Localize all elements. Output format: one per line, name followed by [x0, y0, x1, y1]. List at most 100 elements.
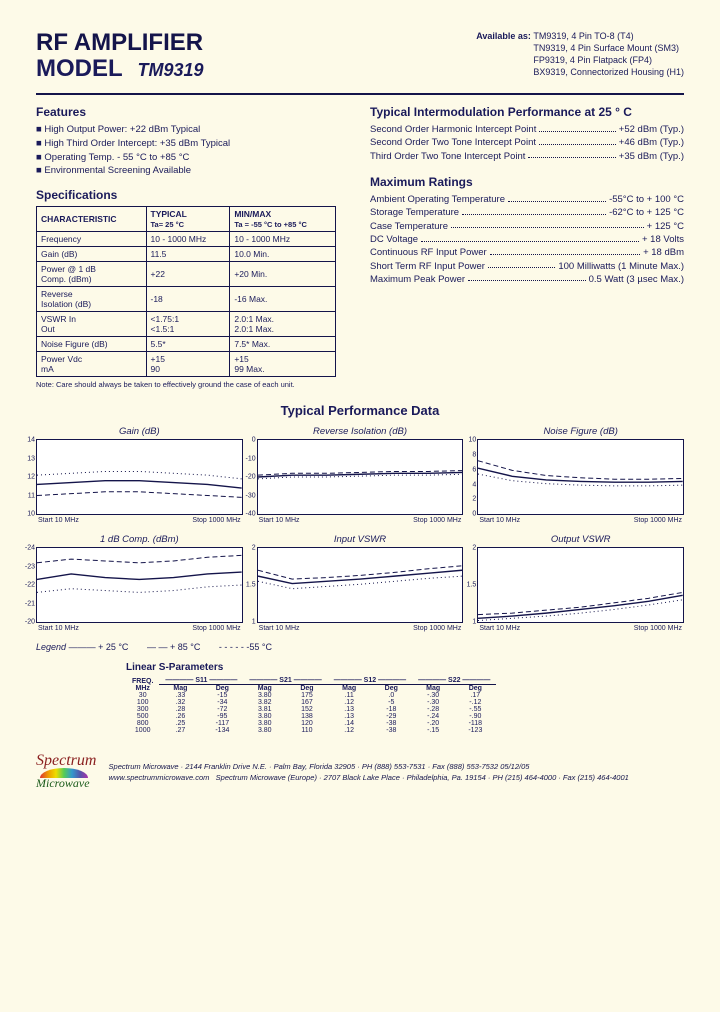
chart: 1 dB Comp. (dBm)-24-23-22-21-20Start 10 … [36, 534, 243, 632]
kv-key: Storage Temperature [370, 206, 459, 219]
chart: Noise Figure (dB)0246810Start 10 MHzStop… [477, 426, 684, 524]
sparam-cell: 1000 [126, 727, 159, 734]
sparam-cell: .12 [328, 727, 371, 734]
right-column: Typical Intermodulation Performance at 2… [370, 105, 684, 389]
kv-key: Case Temperature [370, 220, 448, 233]
feature-item: High Output Power: +22 dBm Typical [36, 123, 350, 137]
x-stop: Stop 1000 MHz [634, 517, 682, 524]
sparam-cell: -72 [201, 706, 243, 713]
sparam-cell: -.12 [454, 699, 496, 706]
sparam-sub-header: Deg [201, 685, 243, 693]
sparam-cell: -5 [371, 699, 413, 706]
specs-cell: Noise Figure (dB) [37, 337, 147, 352]
chart-title: Reverse Isolation (dB) [257, 426, 464, 437]
sparam-sub-header: Deg [286, 685, 328, 693]
sparam-sub-header: Mag [328, 685, 371, 693]
specs-cell: 2.0:1 Max.2.0:1 Max. [230, 312, 336, 337]
chart-plot-area: 11.52 [257, 547, 464, 623]
kv-line: Third Order Two Tone Intercept Point+35 … [370, 150, 684, 163]
specs-cell: 10 - 1000 MHz [230, 232, 336, 247]
sparam-cell: 152 [286, 706, 328, 713]
sparam-sub-header: Deg [371, 685, 413, 693]
y-tick-label: 0 [458, 511, 476, 518]
sparam-cell: -118 [454, 720, 496, 727]
x-axis-labels: Start 10 MHz Stop 1000 MHz [257, 517, 464, 524]
chart: Output VSWR11.52Start 10 MHzStop 1000 MH… [477, 534, 684, 632]
y-tick-label: -20 [238, 474, 256, 481]
chart: Input VSWR11.52Start 10 MHzStop 1000 MHz [257, 534, 464, 632]
available-item: TN9319, 4 Pin Surface Mount (SM3) [533, 42, 684, 54]
sparam-cell: -.24 [412, 713, 454, 720]
footer-url: www.spectrummicrowave.com [109, 773, 210, 782]
kv-value: + 18 dBm [643, 246, 684, 259]
y-tick-label: 8 [458, 452, 476, 459]
kv-value: -55°C to + 100 °C [609, 193, 684, 206]
x-start: Start 10 MHz [259, 625, 300, 632]
features-heading: Features [36, 105, 350, 119]
sparam-cell: .25 [159, 720, 201, 727]
intermod-list: Second Order Harmonic Intercept Point+52… [370, 123, 684, 163]
sparam-cell: .32 [159, 699, 201, 706]
specs-cell: +22 [146, 262, 230, 287]
feature-item: High Third Order Intercept: +35 dBm Typi… [36, 137, 350, 151]
available-list: TM9319, 4 Pin TO-8 (T4) TN9319, 4 Pin Su… [533, 30, 684, 79]
sparam-cell: -38 [371, 727, 413, 734]
main-columns: Features High Output Power: +22 dBm Typi… [36, 105, 684, 389]
sparam-cell: -.90 [454, 713, 496, 720]
features-list: High Output Power: +22 dBm Typical High … [36, 123, 350, 178]
chart-title: 1 dB Comp. (dBm) [36, 534, 243, 545]
y-tick-label: 10 [17, 511, 35, 518]
sparam-cell: .13 [328, 713, 371, 720]
sparam-cell: .13 [328, 706, 371, 713]
sparam-cell: 3.80 [243, 713, 286, 720]
kv-key: Maximum Peak Power [370, 273, 465, 286]
intermod-heading: Typical Intermodulation Performance at 2… [370, 105, 684, 119]
model-number: TM9319 [137, 60, 203, 80]
legend-label: Legend [36, 642, 66, 652]
y-tick-label: 1 [238, 619, 256, 626]
feature-item: Environmental Screening Available [36, 164, 350, 178]
specs-cell: +1599 Max. [230, 352, 336, 377]
available-item: BX9319, Connectorized Housing (H1) [533, 66, 684, 78]
chart-title: Noise Figure (dB) [477, 426, 684, 437]
sparam-cell: 110 [286, 727, 328, 734]
kv-key: Second Order Two Tone Intercept Point [370, 136, 536, 149]
y-tick-label: 0 [238, 437, 256, 444]
x-start: Start 10 MHz [259, 517, 300, 524]
sparam-cell: 167 [286, 699, 328, 706]
logo-text-2: Microwave [36, 776, 96, 791]
sparam-title: Linear S-Parameters [126, 662, 684, 673]
sparam-cell: 3.80 [243, 692, 286, 699]
y-tick-label: 14 [17, 437, 35, 444]
y-tick-label: 11 [17, 492, 35, 499]
sparam-cell: .12 [328, 699, 371, 706]
chart-plot-area: -24-23-22-21-20 [36, 547, 243, 623]
x-stop: Stop 1000 MHz [413, 517, 461, 524]
kv-line: Maximum Peak Power0.5 Watt (3 µsec Max.) [370, 273, 684, 286]
y-tick-label: -23 [17, 563, 35, 570]
chart-title: Output VSWR [477, 534, 684, 545]
y-tick-label: -30 [238, 492, 256, 499]
kv-key: Short Term RF Input Power [370, 260, 485, 273]
sparam-cell: 800 [126, 720, 159, 727]
available-block: Available as: TM9319, 4 Pin TO-8 (T4) TN… [476, 30, 684, 79]
sparam-cell: -.55 [454, 706, 496, 713]
sparam-sub-header: Deg [454, 685, 496, 693]
x-stop: Stop 1000 MHz [192, 625, 240, 632]
sparam-cell: -117 [201, 720, 243, 727]
sparam-cell: 30 [126, 692, 159, 699]
x-axis-labels: Start 10 MHzStop 1000 MHz [36, 517, 243, 524]
sparam-cell: -29 [371, 713, 413, 720]
y-tick-label: -24 [17, 545, 35, 552]
title-line1: RF AMPLIFIER [36, 30, 204, 55]
sparam-cell: -.15 [412, 727, 454, 734]
x-start: Start 10 MHz [479, 625, 520, 632]
sparam-cell: 100 [126, 699, 159, 706]
specs-cell: +1590 [146, 352, 230, 377]
available-label: Available as: [476, 30, 531, 42]
footer-line-1: Spectrum Microwave · 2144 Franklin Drive… [109, 761, 629, 772]
maxratings-heading: Maximum Ratings [370, 175, 684, 189]
y-tick-label: 1 [458, 619, 476, 626]
title-line2: MODEL [36, 55, 123, 82]
kv-value: +46 dBm (Typ.) [619, 136, 684, 149]
